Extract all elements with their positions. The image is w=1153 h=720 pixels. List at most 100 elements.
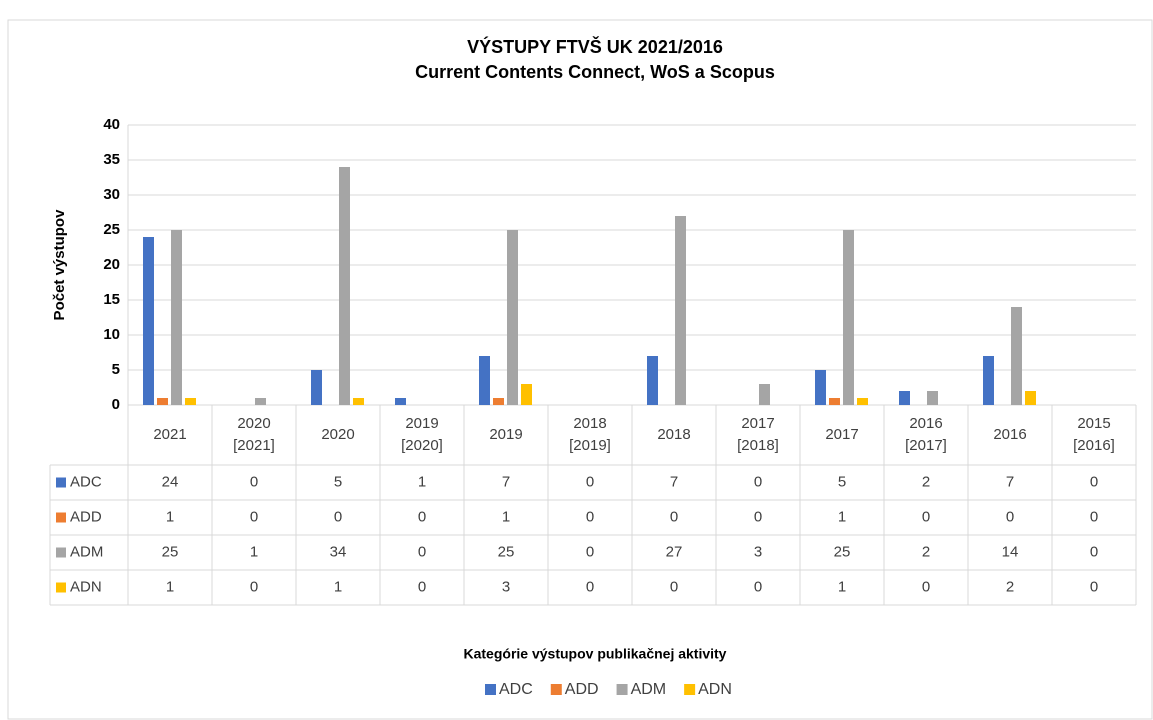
legend-label: ADC — [499, 681, 533, 698]
table-cell: 1 — [334, 578, 342, 595]
table-cell: 27 — [666, 543, 683, 560]
table-cell: 7 — [670, 473, 678, 490]
table-cell: 0 — [586, 543, 594, 560]
x-tick-label: 2020 [2021] — [233, 415, 275, 454]
y-tick-label: 25 — [103, 221, 120, 238]
table-cell: 0 — [250, 508, 258, 525]
bar — [311, 370, 322, 405]
table-cell: 2 — [1006, 578, 1014, 595]
legend-key — [56, 547, 66, 558]
table-cell: 5 — [838, 473, 846, 490]
bar — [759, 384, 770, 405]
table-cell: 1 — [166, 578, 174, 595]
table-cell: 5 — [334, 473, 342, 490]
legend-label: ADM — [631, 681, 667, 698]
table-cell: 1 — [838, 508, 846, 525]
table-cell: 7 — [502, 473, 510, 490]
x-tick-label: 2017 [2018] — [737, 415, 779, 454]
x-tick-label: 2019 [2020] — [401, 415, 443, 454]
y-tick-label: 15 — [103, 291, 120, 308]
bar — [857, 398, 868, 405]
bar — [983, 356, 994, 405]
legend-key — [56, 477, 66, 488]
bar — [493, 398, 504, 405]
bar — [185, 398, 196, 405]
bar — [171, 230, 182, 405]
legend-key — [56, 512, 66, 523]
legend-key — [616, 684, 628, 695]
table-row-label: ADM — [70, 543, 103, 560]
bar — [843, 230, 854, 405]
table-cell: 1 — [502, 508, 510, 525]
table-row-label: ADC — [70, 473, 102, 490]
y-tick-label: 40 — [103, 116, 120, 133]
y-tick-label: 20 — [103, 256, 120, 273]
table-cell: 0 — [586, 473, 594, 490]
table-cell: 0 — [586, 508, 594, 525]
table-row-label: ADN — [70, 578, 102, 595]
bar — [899, 391, 910, 405]
table-cell: 0 — [418, 578, 426, 595]
table-cell: 14 — [1002, 543, 1019, 560]
x-tick-label: 2018 — [657, 426, 690, 443]
y-tick-label: 35 — [103, 151, 120, 168]
x-tick-label: 2016 [2017] — [905, 415, 947, 454]
bar — [353, 398, 364, 405]
bar — [255, 398, 266, 405]
table-cell: 0 — [418, 543, 426, 560]
x-tick-label: 2015 [2016] — [1073, 415, 1115, 454]
table-cell: 25 — [834, 543, 851, 560]
table-cell: 0 — [754, 578, 762, 595]
x-axis-title: Kategórie výstupov publikačnej aktivity — [464, 646, 727, 662]
table-cell: 0 — [754, 508, 762, 525]
table-cell: 0 — [1006, 508, 1014, 525]
y-tick-label: 0 — [112, 396, 120, 413]
table-cell: 0 — [1090, 543, 1098, 560]
table-cell: 0 — [250, 473, 258, 490]
table-cell: 0 — [754, 473, 762, 490]
x-tick-label: 2021 — [153, 426, 186, 443]
table-cell: 25 — [498, 543, 515, 560]
table-cell: 0 — [922, 578, 930, 595]
y-tick-label: 5 — [112, 361, 120, 378]
legend-key — [684, 684, 696, 695]
table-cell: 0 — [670, 578, 678, 595]
y-tick-label: 10 — [103, 326, 120, 343]
y-tick-label: 30 — [103, 186, 120, 203]
legend-key — [56, 582, 66, 593]
table-cell: 24 — [162, 473, 179, 490]
table-cell: 1 — [166, 508, 174, 525]
table-cell: 2 — [922, 473, 930, 490]
table-cell: 1 — [418, 473, 426, 490]
bar — [927, 391, 938, 405]
bar — [143, 237, 154, 405]
bar — [1025, 391, 1036, 405]
table-cell: 3 — [502, 578, 510, 595]
bar — [829, 398, 840, 405]
bar — [507, 230, 518, 405]
x-tick-label: 2017 — [825, 426, 858, 443]
table-cell: 3 — [754, 543, 762, 560]
table-cell: 0 — [1090, 578, 1098, 595]
bar — [647, 356, 658, 405]
table-cell: 0 — [418, 508, 426, 525]
table-cell: 0 — [250, 578, 258, 595]
x-tick-label: 2020 — [321, 426, 354, 443]
table-cell: 2 — [922, 543, 930, 560]
bar — [395, 398, 406, 405]
legend-key — [550, 684, 562, 695]
table-cell: 0 — [334, 508, 342, 525]
x-tick-label: 2019 — [489, 426, 522, 443]
table-row-label: ADD — [70, 508, 102, 525]
bar — [339, 167, 350, 405]
table-cell: 0 — [1090, 508, 1098, 525]
legend-key — [485, 684, 496, 695]
legend-label: ADN — [698, 681, 732, 698]
x-tick-label: 2016 — [993, 426, 1026, 443]
table-cell: 0 — [922, 508, 930, 525]
y-axis-title: Počet výstupov — [51, 209, 68, 321]
table-cell: 25 — [162, 543, 179, 560]
bar — [479, 356, 490, 405]
table-cell: 34 — [330, 543, 347, 560]
